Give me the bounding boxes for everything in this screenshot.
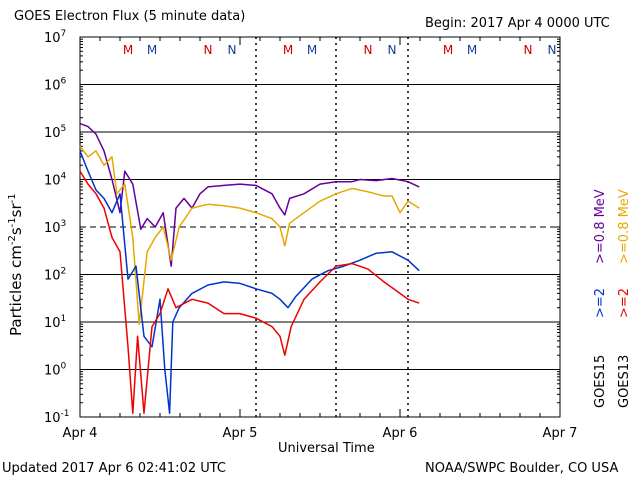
x-tick-label: Apr 5 bbox=[223, 426, 258, 441]
legend-satellite: GOES13 bbox=[617, 355, 632, 408]
legend-satellite: GOES15 bbox=[593, 355, 608, 408]
credit: NOAA/SWPC Boulder, CO USA bbox=[425, 461, 619, 476]
y-axis-label: Particles cm-2s-1sr-1 bbox=[7, 193, 25, 336]
series-line bbox=[79, 150, 420, 414]
y-tick-label: 107 bbox=[44, 29, 66, 46]
series-line bbox=[79, 122, 420, 267]
mode-marker: M bbox=[467, 43, 477, 57]
mode-marker: N bbox=[228, 43, 237, 57]
series-line bbox=[79, 170, 420, 414]
updated-timestamp: Updated 2017 Apr 6 02:41:02 UTC bbox=[2, 461, 226, 476]
mode-marker: M bbox=[147, 43, 157, 57]
mode-marker: M bbox=[307, 43, 317, 57]
chart-title: GOES Electron Flux (5 minute data) bbox=[14, 9, 246, 24]
y-tick-label: 104 bbox=[44, 172, 67, 189]
x-axis-label: Universal Time bbox=[278, 441, 375, 456]
mode-marker: N bbox=[364, 43, 373, 57]
begin-label: Begin: 2017 Apr 4 0000 UTC bbox=[425, 16, 610, 31]
x-tick-label: Apr 4 bbox=[63, 426, 98, 441]
legend-energy: >=2 bbox=[617, 288, 632, 318]
y-tick-label: 103 bbox=[44, 219, 66, 236]
series-line bbox=[79, 145, 420, 325]
legend-energy: >=0.8 MeV bbox=[593, 189, 608, 264]
y-tick-label: 105 bbox=[44, 124, 66, 141]
mode-marker: M bbox=[443, 43, 453, 57]
y-tick-label: 10-1 bbox=[44, 409, 70, 426]
mode-marker: N bbox=[548, 43, 557, 57]
y-tick-label: 102 bbox=[44, 267, 66, 284]
legend-energy: >=2 bbox=[593, 288, 608, 318]
mode-marker: N bbox=[204, 43, 213, 57]
mode-marker: N bbox=[524, 43, 533, 57]
x-tick-label: Apr 7 bbox=[543, 426, 578, 441]
y-tick-label: 100 bbox=[44, 362, 67, 379]
mode-marker: M bbox=[283, 43, 293, 57]
legend-energy: >=0.8 MeV bbox=[617, 189, 632, 264]
mode-marker: M bbox=[123, 43, 133, 57]
x-tick-label: Apr 6 bbox=[383, 426, 418, 441]
y-tick-label: 101 bbox=[44, 314, 66, 331]
y-tick-label: 106 bbox=[44, 77, 67, 94]
mode-marker: N bbox=[388, 43, 397, 57]
